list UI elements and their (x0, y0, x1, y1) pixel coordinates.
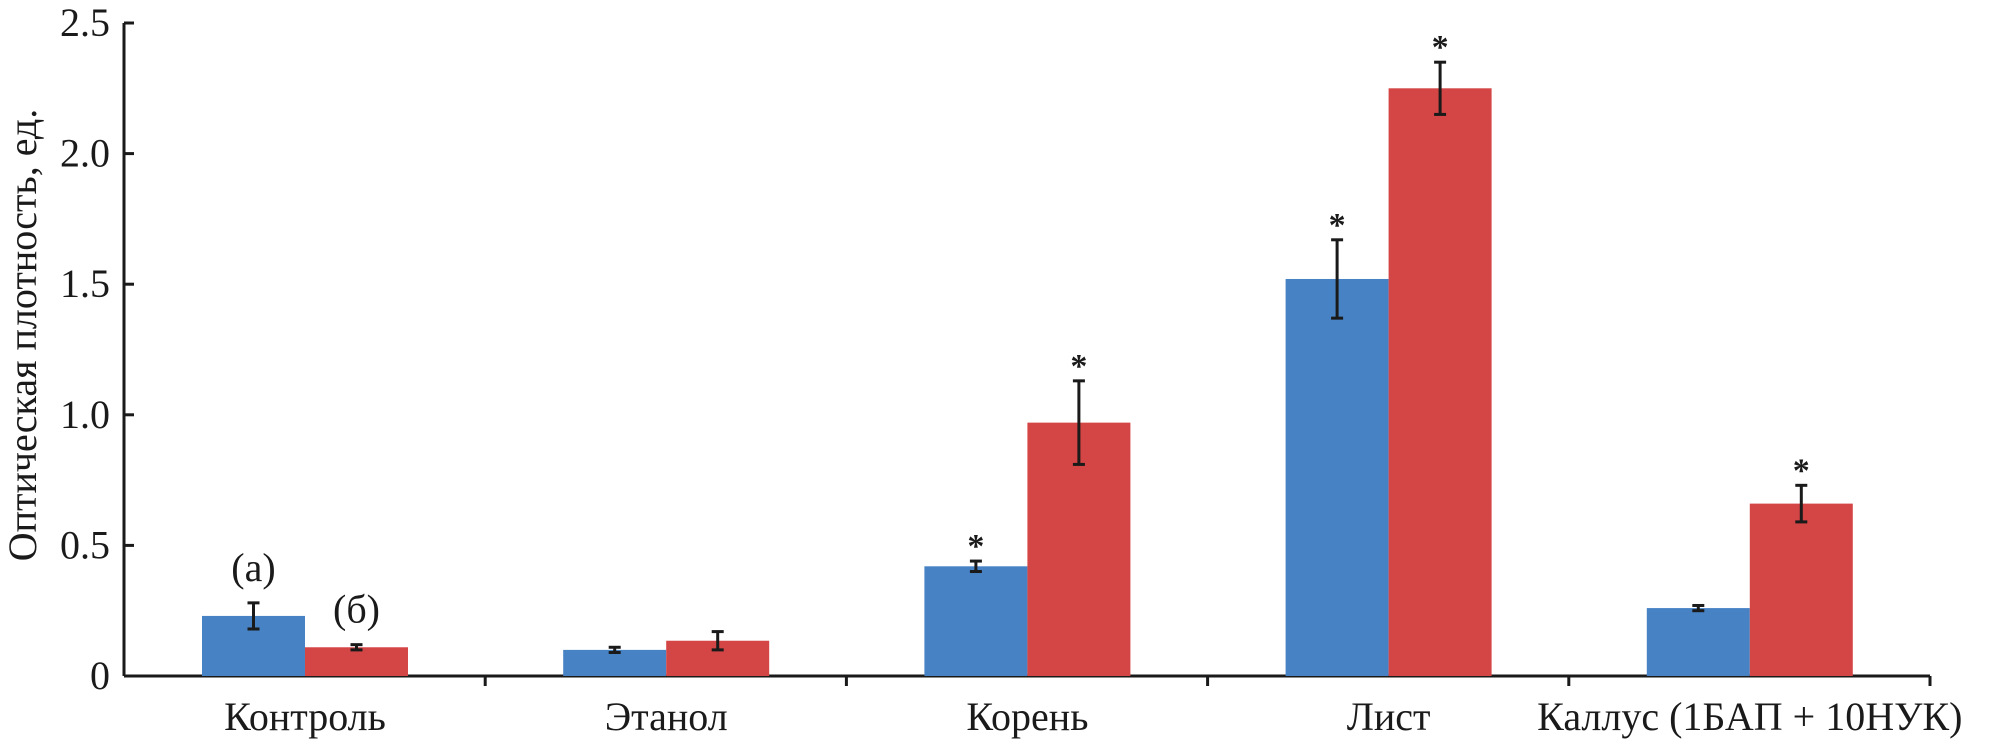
y-tick-label: 2.0 (60, 131, 110, 176)
bars (202, 60, 1853, 677)
y-tick-label: 0 (90, 653, 110, 698)
significance-marker: * (967, 528, 984, 565)
significance-marker: * (1070, 348, 1087, 385)
bar (563, 649, 667, 676)
bar (924, 566, 1028, 676)
series-label: (б) (333, 587, 380, 632)
significance-marker: * (1432, 29, 1449, 66)
category-label: Лист (1347, 694, 1431, 739)
y-tick-label: 0.5 (60, 522, 110, 567)
bar (1285, 278, 1389, 676)
y-axis-title: Оптическая плотность, ед. (0, 109, 45, 562)
bar (305, 647, 408, 676)
y-tick-label: 1.0 (60, 392, 110, 437)
labels: 0 0.5 1.0 1.5 2.0 2.5 (а) (б) Контроль Этанол * * Ко… (60, 0, 1962, 739)
bar (1646, 608, 1750, 676)
category-label: Каллус (1БАП + 10НУК) (1537, 694, 1962, 739)
category-label: Корень (966, 694, 1088, 739)
y-tick-label: 1.5 (60, 261, 110, 306)
bar (1749, 503, 1853, 676)
category-label: Контроль (224, 694, 386, 739)
series-label: (а) (231, 545, 275, 590)
category-label: Этанол (605, 694, 728, 739)
significance-marker: * (1793, 452, 1810, 489)
significance-marker: * (1329, 207, 1346, 244)
y-tick-label: 2.5 (60, 0, 110, 45)
bar (1388, 88, 1492, 677)
